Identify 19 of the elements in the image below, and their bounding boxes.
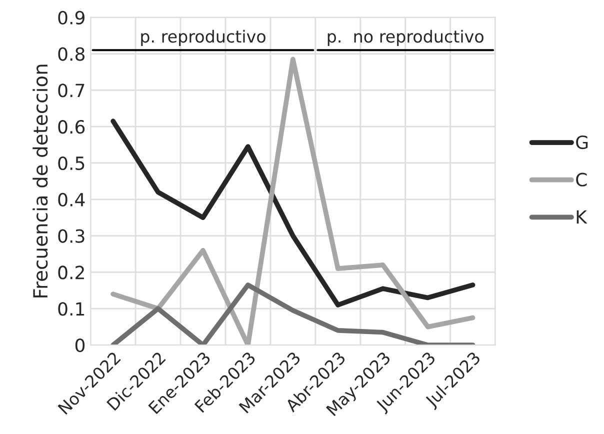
legend-label: K [576, 210, 588, 224]
legend-label: C [576, 172, 587, 186]
y-tick-label: 0 [75, 338, 85, 352]
y-tick-label: 0.3 [58, 229, 84, 243]
y-tick-label: 0.5 [58, 156, 84, 170]
line-series [110, 282, 476, 346]
legend-label: G [576, 135, 588, 150]
line-series [110, 118, 476, 308]
annotation: p. no reproductivo [328, 30, 484, 46]
y-tick-label: 0.9 [58, 10, 84, 24]
line-series [110, 56, 476, 346]
y-tick-label: 0.7 [58, 84, 84, 98]
y-tick-label: 0.4 [58, 192, 85, 207]
annotation: p. reproductivo [141, 30, 266, 46]
y-tick-label: 0.2 [58, 266, 84, 280]
y-tick-label: 0.6 [58, 120, 85, 134]
y-tick-label: 0.1 [58, 302, 84, 316]
y-tick-label: 0.8 [58, 47, 85, 61]
y-axis-title: Frecuencia de deteccion [32, 64, 48, 298]
